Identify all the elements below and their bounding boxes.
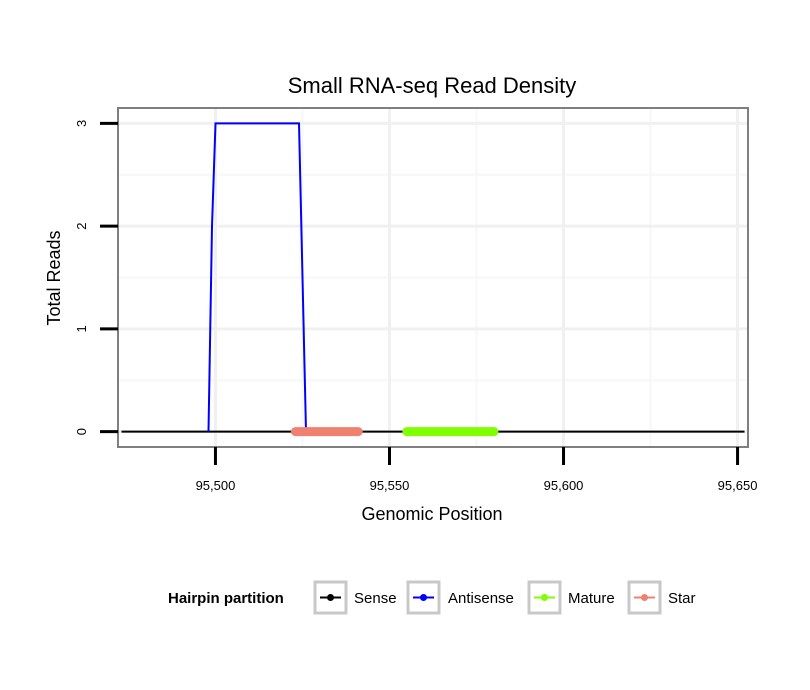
legend-label: Mature: [568, 590, 615, 607]
legend-key-dot: [327, 594, 334, 601]
x-axis: 95,500 95,550 95,600 95,650: [196, 447, 758, 493]
y-tick-label: 1: [74, 325, 89, 332]
legend-key-dot: [641, 594, 648, 601]
y-tick-label: 2: [74, 223, 89, 230]
y-tick-label: 0: [74, 428, 89, 435]
legend-item-star: Star: [627, 580, 696, 615]
x-tick-label: 95,500: [196, 478, 236, 493]
y-tick-label: 3: [74, 120, 89, 127]
legend-label: Antisense: [448, 590, 514, 607]
legend: Hairpin partition Sense Antisense Mature St…: [168, 580, 696, 615]
legend-label: Star: [668, 590, 696, 607]
y-axis: 0 1 2 3: [74, 120, 118, 435]
series-layer: [121, 122, 745, 437]
y-axis-title: Total Reads: [44, 230, 64, 325]
legend-item-mature: Mature: [527, 580, 615, 615]
x-tick-label: 95,600: [544, 478, 584, 493]
legend-key-dot: [420, 594, 427, 601]
x-tick-label: 95,650: [718, 478, 758, 493]
grid: [118, 108, 748, 447]
x-axis-title: Genomic Position: [361, 504, 502, 524]
legend-item-antisense: Antisense: [406, 580, 514, 615]
legend-key-dot: [541, 594, 548, 601]
x-tick-label: 95,550: [370, 478, 410, 493]
legend-title: Hairpin partition: [168, 590, 284, 607]
chart-title: Small RNA-seq Read Density: [288, 73, 577, 98]
legend-label: Sense: [354, 590, 397, 607]
legend-item-sense: Sense: [313, 580, 397, 615]
panel-border: [117, 107, 749, 448]
series-antisense-line: [207, 122, 307, 432]
